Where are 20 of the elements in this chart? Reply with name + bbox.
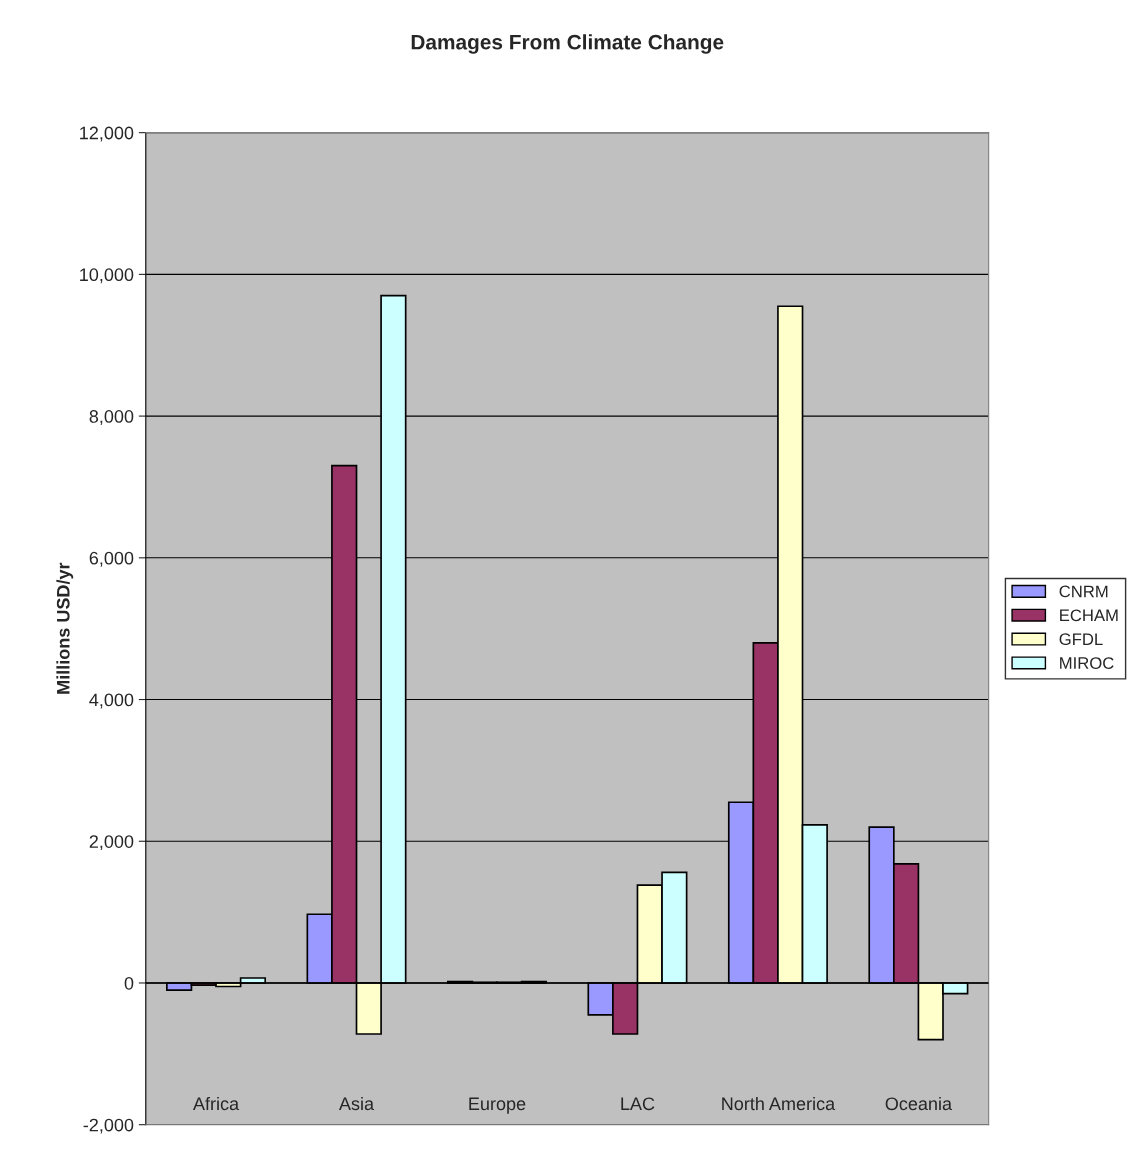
y-axis-title: Millions USD/yr bbox=[56, 562, 74, 694]
y-tick-label: 12,000 bbox=[80, 126, 134, 142]
x-tick-label: Oceania bbox=[885, 1096, 953, 1111]
legend-label: ECHAM bbox=[1060, 609, 1118, 622]
y-tick-label: 2,000 bbox=[89, 835, 134, 851]
x-tick-label: North America bbox=[722, 1096, 836, 1111]
legend-label: MIROC bbox=[1060, 657, 1114, 669]
y-tick-label: 8,000 bbox=[89, 410, 134, 425]
y-tick-label: 10,000 bbox=[80, 268, 134, 284]
chart-title: Damages From Climate Change bbox=[411, 34, 724, 54]
y-tick-label: 6,000 bbox=[89, 551, 134, 567]
x-tick-label: LAC bbox=[621, 1097, 655, 1111]
y-tick-label: 0 bbox=[124, 976, 134, 990]
x-tick-label: Europe bbox=[469, 1097, 526, 1114]
x-tick-label: Africa bbox=[192, 1096, 240, 1111]
y-tick-label: -2,000 bbox=[83, 1118, 134, 1134]
y-tick-label: 4,000 bbox=[89, 693, 134, 709]
x-tick-label: Asia bbox=[338, 1096, 375, 1111]
legend-label: GFDL bbox=[1059, 633, 1103, 646]
legend-label: CNRM bbox=[1059, 585, 1108, 598]
